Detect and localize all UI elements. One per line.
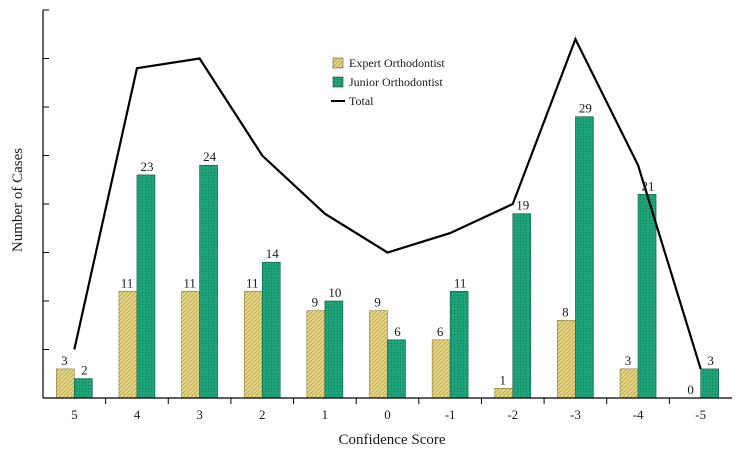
- bar-junior: [449, 290, 469, 399]
- legend-swatch-expert: [332, 57, 344, 69]
- data-label-junior: 6: [394, 324, 401, 339]
- data-label-junior: 3: [707, 353, 714, 368]
- bar-expert: [306, 310, 326, 399]
- data-label-expert: 11: [246, 275, 259, 290]
- x-tick-label: -4: [633, 407, 644, 422]
- y-axis-ticks: [43, 9, 49, 399]
- x-tick-label: -2: [507, 407, 518, 422]
- y-axis-title: Number of Cases: [10, 148, 26, 252]
- x-axis-ticks: 5 4 3 2 1 0 -1 -2 -3 -4 -5: [71, 398, 706, 422]
- bar-junior: [387, 339, 406, 399]
- legend-swatch-junior: [332, 76, 344, 88]
- data-label-expert: 6: [437, 324, 444, 339]
- data-label-expert: 9: [312, 295, 319, 310]
- data-label-expert: 1: [500, 372, 507, 387]
- legend-label-junior: Junior Orthodontist: [349, 75, 443, 89]
- bar-expert: [431, 339, 451, 399]
- data-label-expert: 3: [625, 353, 632, 368]
- line-layer: [73, 36, 702, 370]
- data-label-junior: 14: [266, 246, 280, 261]
- data-label-junior: 23: [140, 159, 153, 174]
- bar-junior: [74, 378, 93, 399]
- legend-label-total: Total: [349, 94, 374, 108]
- data-label-junior: 29: [579, 101, 592, 116]
- data-label-expert: 8: [562, 304, 569, 319]
- bar-expert: [118, 290, 138, 399]
- bar-expert: [369, 310, 388, 399]
- bar-junior: [700, 368, 719, 399]
- data-label-junior: 24: [203, 149, 217, 164]
- data-label-junior: 2: [81, 363, 88, 378]
- data-label-expert: 0: [687, 382, 694, 397]
- bar-junior: [136, 174, 156, 399]
- x-tick-label: 3: [196, 407, 203, 422]
- bar-expert: [243, 290, 263, 399]
- data-label-expert: 9: [374, 295, 381, 310]
- x-tick-label: -5: [695, 407, 706, 422]
- bars-layer: [56, 116, 719, 399]
- bar-expert: [181, 290, 200, 399]
- data-label-expert: 11: [183, 275, 196, 290]
- x-tick-label: 1: [322, 407, 329, 422]
- bar-expert: [557, 320, 576, 399]
- bar-junior: [637, 194, 657, 399]
- x-tick-label: 0: [384, 407, 391, 422]
- data-label-junior: 11: [454, 275, 467, 290]
- x-axis-title: Confidence Score: [338, 432, 445, 448]
- bar-junior: [324, 300, 344, 399]
- x-tick-label: -1: [445, 407, 456, 422]
- line-total: [73, 36, 702, 370]
- bar-expert: [494, 387, 514, 399]
- data-label-expert: 11: [121, 275, 134, 290]
- bar-expert: [56, 368, 75, 399]
- x-tick-label: 4: [134, 407, 141, 422]
- data-label-junior: 19: [516, 198, 529, 213]
- data-label-junior: 21: [642, 178, 655, 193]
- legend: Expert Orthodontist Junior Orthodontist …: [331, 56, 445, 108]
- data-label-junior: 10: [328, 285, 341, 300]
- bar-junior: [575, 116, 594, 399]
- x-tick-label: 5: [71, 407, 78, 422]
- bar-expert: [619, 368, 639, 399]
- x-tick-label: -3: [570, 407, 581, 422]
- bar-junior: [261, 261, 281, 399]
- legend-label-expert: Expert Orthodontist: [349, 56, 445, 70]
- data-label-expert: 3: [61, 353, 68, 368]
- bar-junior: [512, 213, 532, 399]
- x-tick-label: 2: [259, 407, 266, 422]
- bar-junior: [199, 164, 218, 399]
